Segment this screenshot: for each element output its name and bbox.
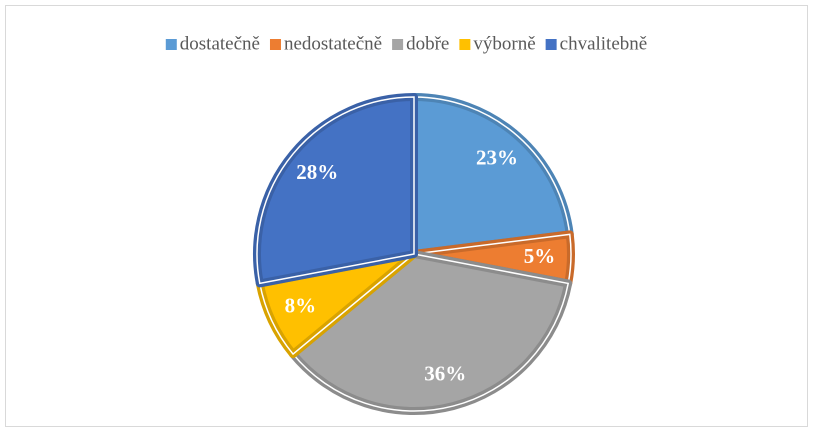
data-label: 5% [524,244,556,268]
legend-swatch [392,39,404,50]
legend-swatch [545,39,557,50]
legend-label: nedostatečně [284,33,382,54]
legend: dostatečně nedostatečně dobře výborně chvali… [165,33,648,54]
legend-label: výborně [473,33,535,54]
pie-slice-edge [256,96,415,285]
data-label: 8% [285,293,317,317]
legend-swatch [459,39,471,50]
legend-swatch [165,39,177,50]
pie-slice-edge [291,253,570,412]
legend-swatch [269,39,281,50]
legend-label: dostatečně [180,33,260,54]
pie-slice-edge [413,96,571,255]
legend-label: dobře [406,33,449,54]
data-label: 28% [296,160,338,184]
data-label: 36% [424,361,466,385]
legend-label: chvalitebně [560,33,648,54]
data-label: 23% [476,146,518,170]
